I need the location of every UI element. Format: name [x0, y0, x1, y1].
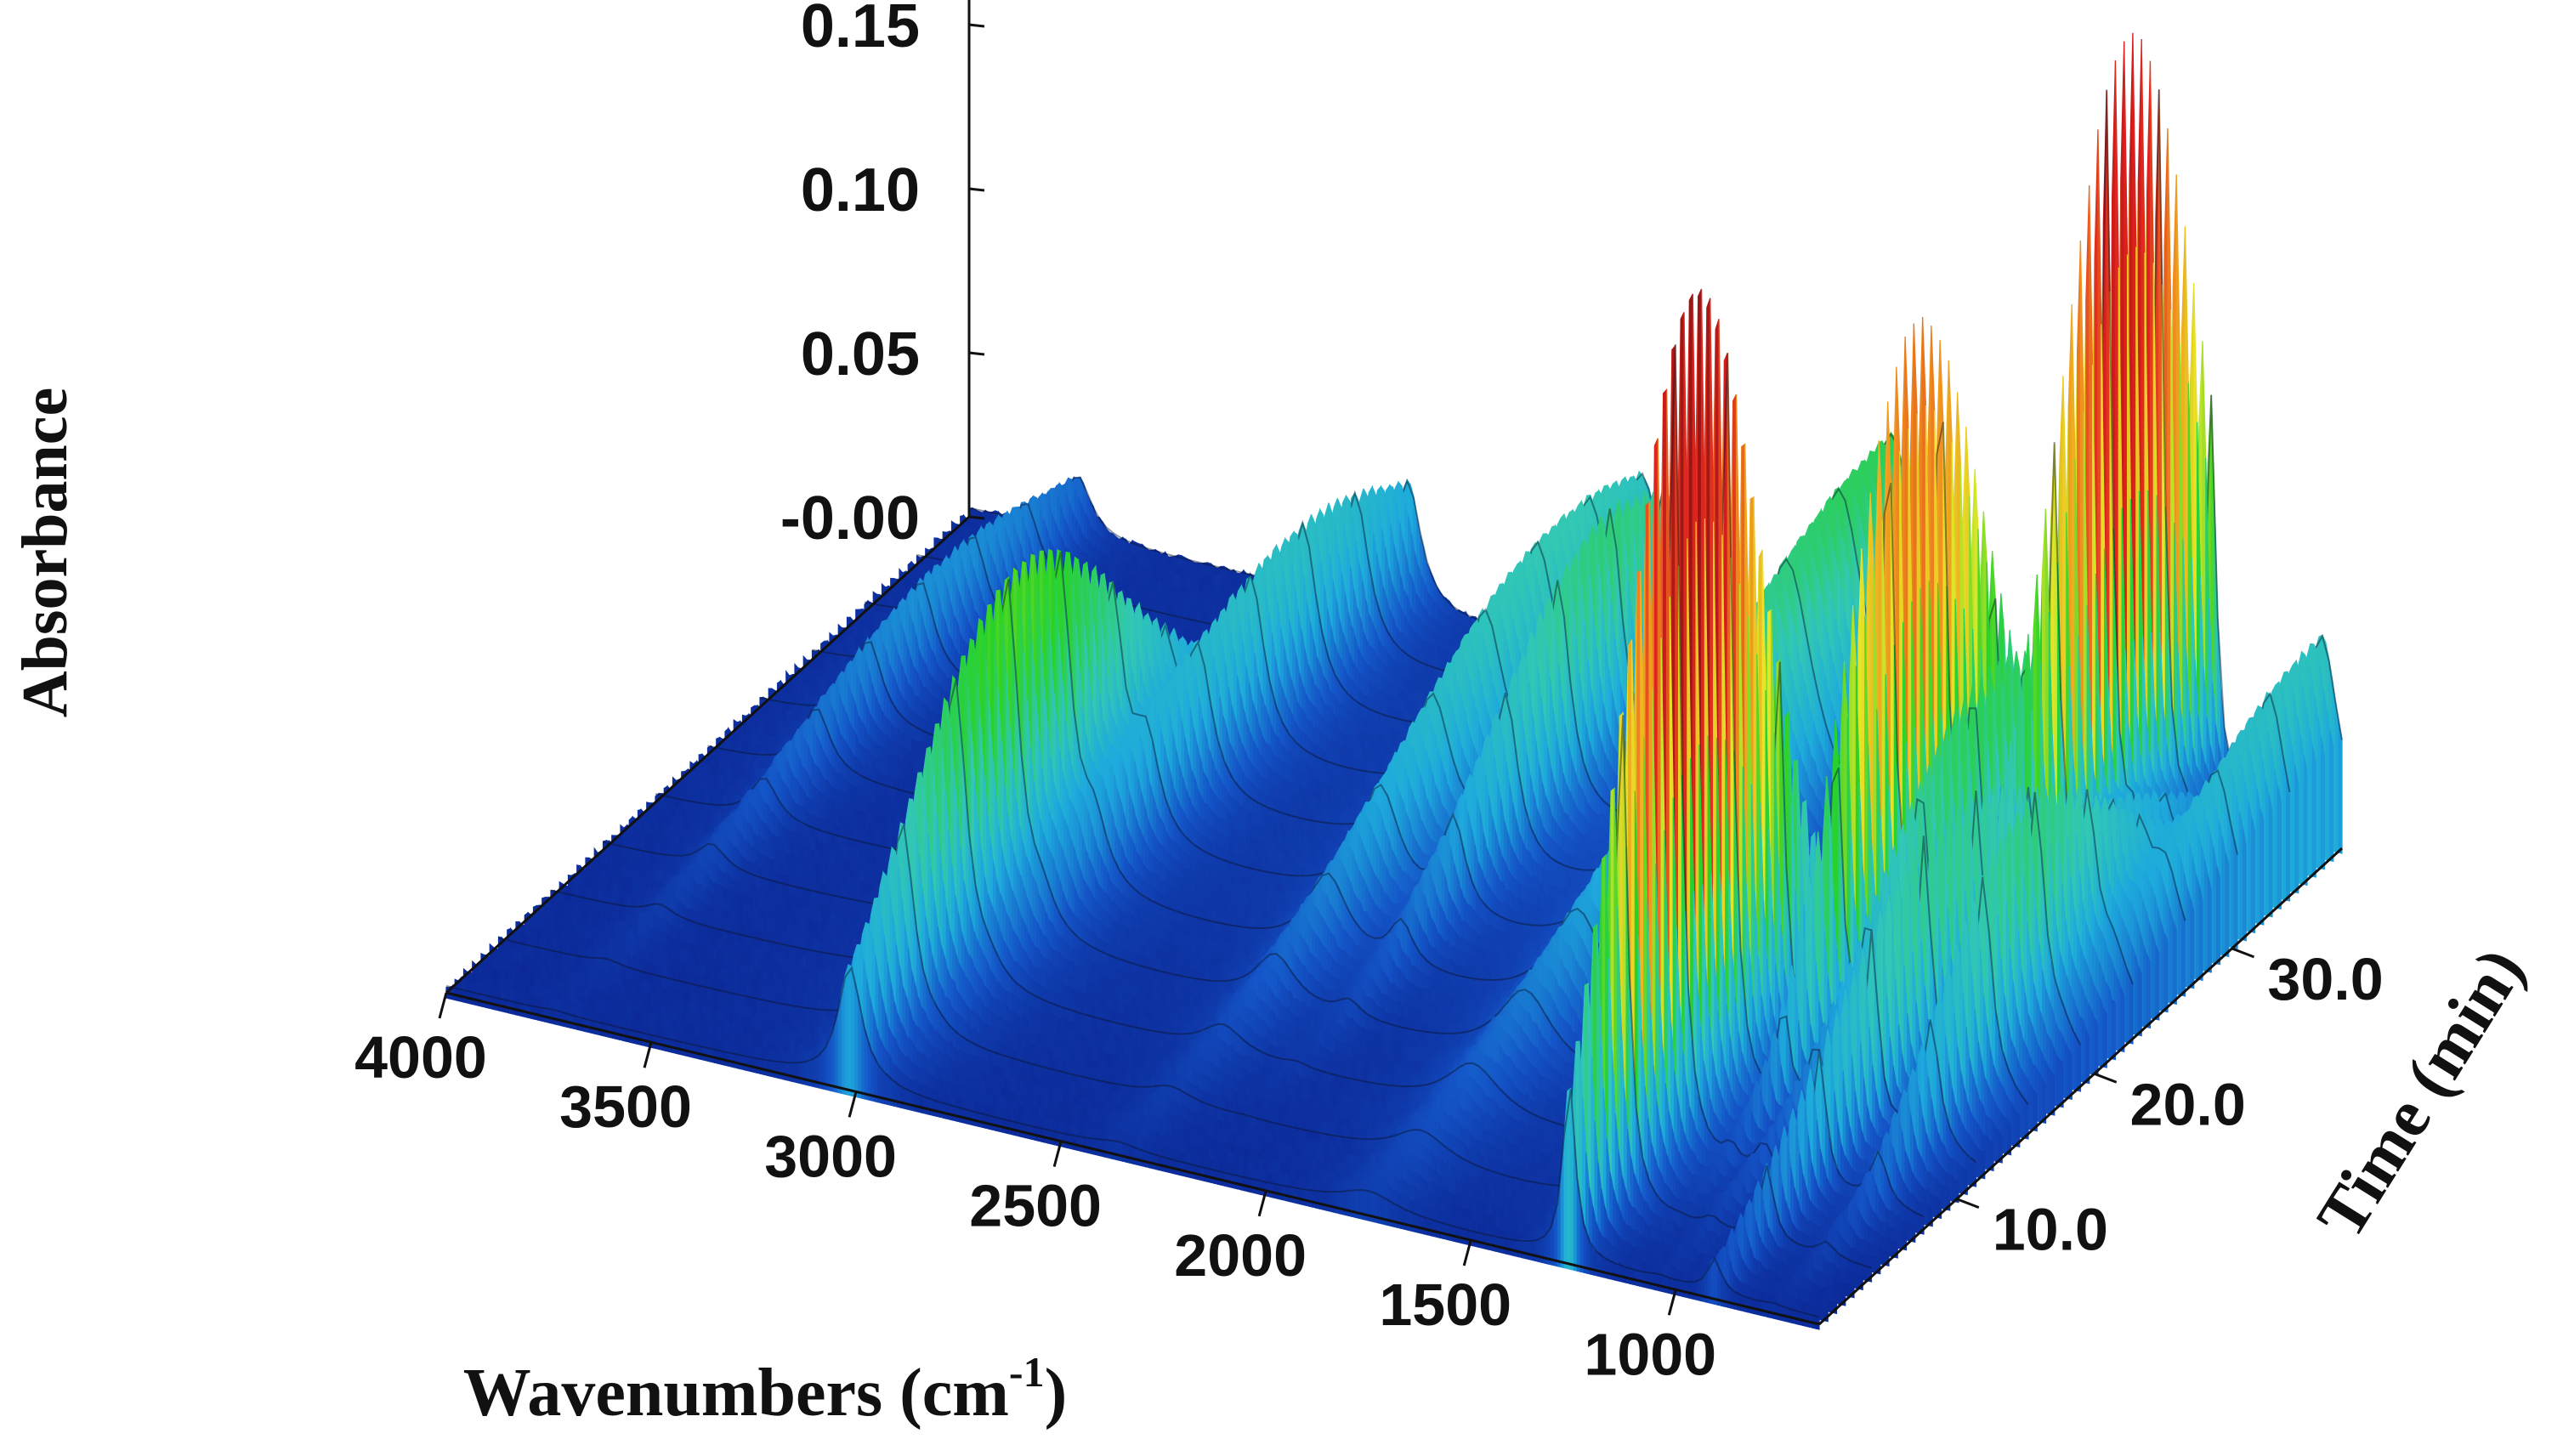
surface-strip — [2330, 729, 2333, 861]
surface-strip — [2277, 786, 2281, 909]
surface-strip — [2287, 777, 2290, 901]
surface-strip — [2269, 795, 2272, 916]
surface-strip — [2339, 722, 2342, 853]
surface-strip — [2252, 817, 2255, 932]
surface-strip — [2322, 737, 2325, 870]
surface-strip — [2312, 746, 2316, 877]
surface-layer — [446, 33, 2342, 1329]
surface-strip — [2260, 809, 2264, 925]
surface-strip — [2295, 766, 2299, 893]
surface-strip — [2304, 755, 2307, 885]
